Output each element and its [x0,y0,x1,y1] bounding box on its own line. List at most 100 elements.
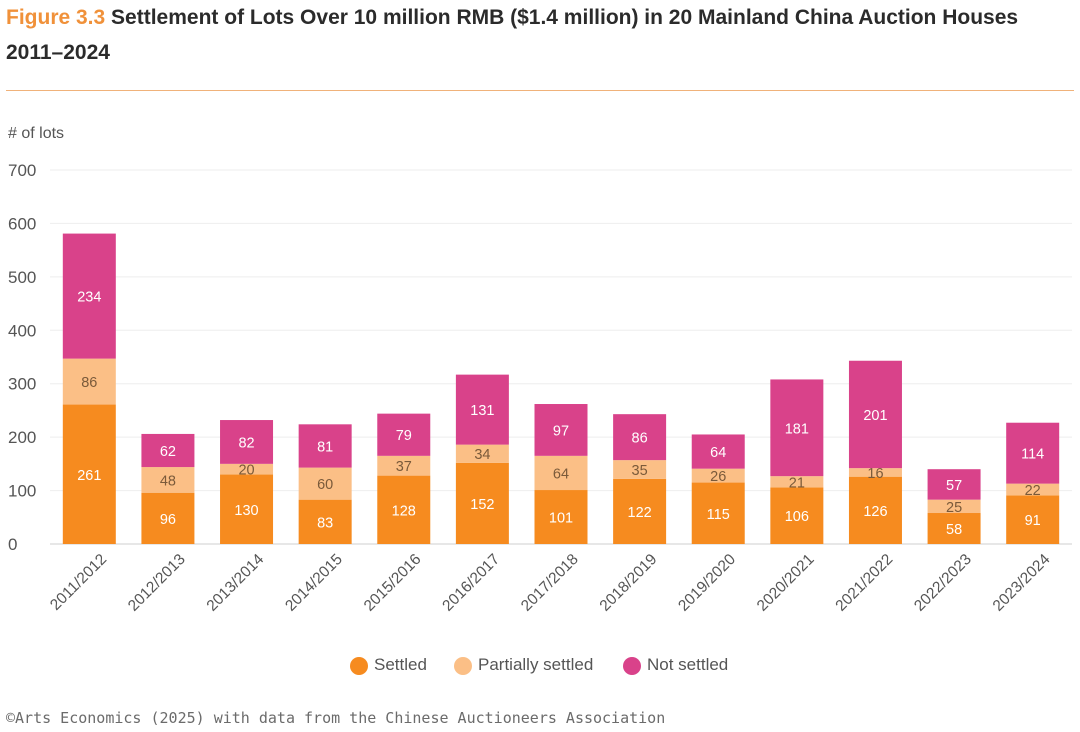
data-label: 234 [77,290,101,306]
x-tick-label: 2021/2022 [832,551,896,615]
x-tick-label: 2017/2018 [518,551,582,615]
legend-label: Settled [374,655,427,674]
bar-segment [534,404,588,456]
legend-swatch [350,657,368,675]
bar-segment [141,433,195,468]
data-label: 86 [632,431,648,447]
y-tick-label: 0 [8,535,17,554]
bar-segment [927,513,981,544]
x-tick-label: 2018/2019 [597,551,661,615]
bar-segment [455,444,509,463]
data-label: 86 [81,375,97,391]
bar-segment [455,462,509,544]
x-tick-label: 2023/2024 [990,551,1054,615]
data-label: 64 [710,445,726,461]
bar-segment [62,358,116,405]
legend-swatch [623,657,641,675]
bar-segment [691,468,745,483]
data-label: 35 [632,463,648,479]
bar-segment [298,499,352,544]
data-label: 181 [785,421,809,437]
bar-segment [298,467,352,500]
data-label: 21 [789,475,805,491]
bar-segment [534,455,588,491]
bar-segment [927,469,981,500]
x-tick-label: 2012/2013 [125,551,189,615]
title-divider [6,90,1074,91]
bar-segment [141,492,195,544]
bar-segment [691,434,745,469]
data-label: 201 [863,408,887,424]
data-label: 16 [867,466,883,482]
figure-label: Figure 3.3 [6,6,106,29]
x-tick-label: 2014/2015 [282,551,346,615]
bar-segment [1006,483,1060,496]
data-label: 22 [1025,483,1041,499]
data-label: 91 [1025,513,1041,529]
data-label: 130 [234,503,258,519]
title-text: Settlement of Lots Over 10 million RMB (… [6,6,1019,64]
bar-segment [220,474,274,544]
bar-segment [770,379,824,477]
x-tick-label: 2022/2023 [911,551,975,615]
y-tick-label: 500 [8,268,36,287]
bar-segment [1006,495,1060,544]
data-label: 106 [785,509,809,525]
bar-segment [62,233,116,359]
data-label: 261 [77,468,101,484]
bar-segment [927,499,981,514]
bar-segment [848,468,902,477]
y-tick-label: 600 [8,214,36,233]
bar-segment [62,404,116,544]
bar-segment [1006,422,1060,484]
y-axis-label: # of lots [8,125,64,142]
legend-swatch [454,657,472,675]
bar-segment [770,487,824,544]
data-label: 37 [396,459,412,475]
data-label: 57 [946,478,962,494]
bar-segment [613,478,667,544]
x-tick-label: 2019/2020 [675,551,739,615]
bar-segment [534,490,588,544]
y-tick-label: 100 [8,482,36,501]
data-label: 128 [392,503,416,519]
data-label: 58 [946,522,962,538]
data-label: 115 [707,507,730,523]
data-label: 60 [317,477,333,493]
x-tick-label: 2016/2017 [439,551,503,615]
source-note: ©Arts Economics (2025) with data from th… [6,709,666,727]
bar-segment [691,482,745,544]
data-label: 82 [238,435,254,451]
data-label: 64 [553,466,569,482]
data-label: 81 [317,439,333,455]
data-label: 152 [470,497,494,513]
data-label: 114 [1021,447,1044,463]
y-tick-label: 300 [8,375,36,394]
data-label: 126 [863,504,887,520]
data-label: 122 [628,505,652,521]
stacked-bar-chart: # of lots 0 100 200 300 400 500 600 700 261 86 234 2… [8,125,1072,675]
data-label: 79 [396,428,412,444]
bar-segment [377,475,431,544]
bar-segment [770,476,824,488]
bar-segment [220,463,274,475]
bar-segment [220,420,274,464]
y-tick-label: 200 [8,428,36,447]
data-label: 25 [946,500,962,516]
data-label: 62 [160,444,176,460]
x-tick-label: 2011/2012 [47,551,110,614]
data-label: 83 [317,515,333,531]
chart-title: Figure 3.3 Settlement of Lots Over 10 mi… [6,0,1066,70]
bar-segment [298,424,352,468]
data-label: 20 [238,463,254,479]
data-label: 101 [549,511,573,527]
bar-segment [613,460,667,479]
data-label: 131 [470,403,494,419]
y-tick-label: 400 [8,321,36,340]
x-tick-label: 2020/2021 [754,551,818,615]
bar-segment [848,360,902,469]
bar-segment [455,374,509,445]
bar-segment [613,414,667,461]
bar-segment [377,455,431,476]
legend-label: Partially settled [478,655,593,674]
